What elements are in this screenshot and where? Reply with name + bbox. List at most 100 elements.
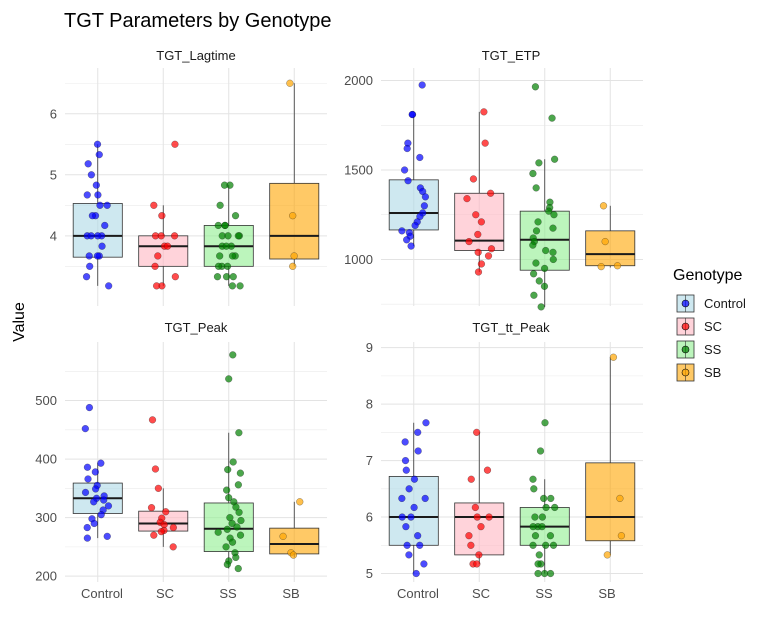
data-point (467, 475, 475, 483)
data-point (407, 242, 415, 250)
data-point (531, 532, 540, 540)
data-point (402, 523, 410, 531)
data-point (157, 232, 165, 240)
data-point (229, 351, 237, 359)
panel-plot: 4 5 6 (50, 68, 327, 306)
data-point (474, 248, 482, 256)
x-tick-label: SC (472, 586, 490, 601)
data-point (613, 262, 622, 270)
box-sb (585, 462, 636, 542)
data-point (483, 466, 492, 474)
data-point (171, 273, 179, 281)
data-point (472, 211, 480, 219)
x-tick-label: SB (598, 586, 615, 601)
data-point (412, 569, 420, 578)
data-point (223, 262, 232, 270)
data-point (234, 481, 243, 489)
data-point (542, 541, 550, 549)
data-point (603, 551, 611, 559)
data-point (398, 494, 406, 503)
data-point (289, 551, 298, 559)
panel-title: TGT_tt_Peak (472, 320, 550, 335)
data-point (540, 282, 549, 290)
legend: Genotype Control SC SS SB (673, 267, 746, 382)
data-point (546, 532, 555, 540)
data-point (421, 193, 430, 201)
data-point (538, 523, 546, 531)
legend-label: SC (704, 319, 722, 334)
data-point (537, 303, 545, 311)
data-point (216, 252, 224, 260)
data-point (84, 160, 92, 168)
data-point (171, 140, 179, 148)
panel-tgt-lagtime: TGT_Lagtime (156, 48, 235, 63)
data-point (531, 513, 539, 521)
data-point (151, 262, 159, 270)
data-point (401, 456, 410, 465)
y-tick-label: 9 (366, 340, 373, 355)
data-point (157, 528, 165, 536)
data-point (228, 538, 237, 546)
data-point (532, 259, 540, 267)
data-point (549, 224, 557, 232)
data-point (530, 291, 538, 299)
legend-key-point (681, 322, 690, 331)
chart-title: TGT Parameters by Genotype (64, 10, 332, 32)
data-point (236, 531, 245, 539)
data-point (229, 273, 237, 281)
data-point (279, 532, 287, 540)
data-point (93, 252, 102, 260)
data-point (420, 202, 429, 210)
data-point (481, 139, 489, 147)
data-point (158, 212, 166, 220)
data-point (94, 191, 102, 199)
data-point (529, 541, 537, 549)
data-point (82, 273, 91, 281)
x-tick-label: Control (397, 586, 439, 601)
data-point (534, 218, 542, 226)
data-point (536, 447, 545, 455)
data-point (529, 169, 537, 178)
panel-plot: 200 300 400 500 (35, 342, 327, 584)
legend-label: Control (704, 296, 746, 311)
x-axis-labels-left: Control SC SS SB (81, 586, 300, 601)
x-tick-label: SS (535, 586, 553, 601)
data-point (235, 429, 243, 437)
data-point (103, 201, 111, 209)
data-point (540, 494, 548, 503)
data-point (398, 513, 406, 521)
data-point (549, 541, 558, 549)
data-point (550, 211, 558, 219)
plot-area: 4 5 6 1000 1500 2000 200 300 400 500 5 6 7 8 9 (35, 68, 643, 584)
data-point (162, 508, 170, 516)
data-point (83, 523, 91, 532)
data-point (236, 469, 245, 477)
panel-tgt-etp: TGT_ETP (482, 48, 541, 63)
data-point (474, 230, 482, 239)
data-point (94, 232, 102, 240)
y-tick-label: 300 (35, 510, 57, 525)
data-point (549, 255, 557, 264)
data-point (151, 465, 160, 473)
data-point (222, 273, 231, 281)
data-point (410, 503, 418, 512)
data-point (401, 438, 409, 446)
data-point (411, 221, 419, 230)
data-point (530, 485, 538, 493)
y-tick-label: 1500 (344, 163, 373, 178)
data-point (398, 227, 406, 235)
y-tick-label: 7 (366, 453, 373, 468)
legend-label: SS (704, 342, 722, 357)
data-point (414, 447, 422, 455)
data-point (103, 532, 111, 540)
data-point (237, 516, 245, 525)
legend-key-point (681, 345, 690, 354)
data-point (163, 242, 172, 250)
data-point (214, 262, 223, 270)
panel-tgt-tt-peak: TGT_tt_Peak (472, 320, 550, 335)
data-point (93, 140, 102, 148)
data-point (228, 252, 237, 260)
data-point (416, 153, 424, 162)
data-point (150, 531, 158, 539)
data-point (465, 237, 473, 246)
